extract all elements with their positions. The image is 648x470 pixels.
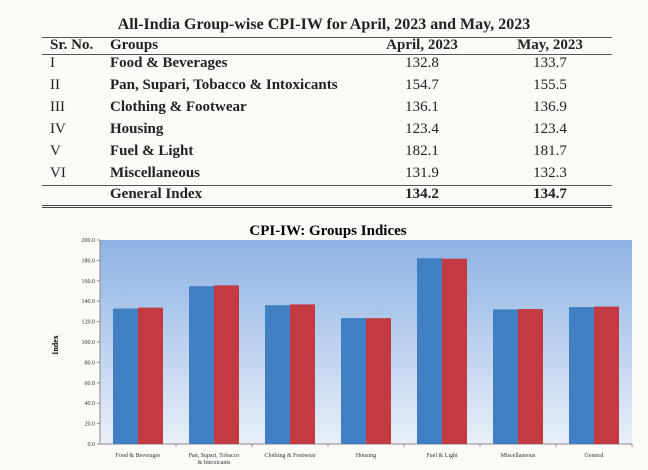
bar-chart: CPI-IW: Groups Indices Index 0.0 20.0 40.0…	[51, 223, 633, 466]
y-tick-label: 80.0	[85, 360, 96, 366]
y-tick-label: 140.0	[82, 299, 96, 305]
header-may: May, 2023	[517, 37, 583, 53]
bar-april	[417, 258, 442, 444]
header-april: April, 2023	[386, 37, 458, 53]
cell-april: 136.1	[405, 99, 439, 115]
chart-title: CPI-IW: Groups Indices	[249, 223, 406, 239]
table-row: I Food & Beverages 132.8 133.7	[42, 55, 612, 77]
header-sr: Sr. No.	[50, 37, 94, 53]
x-tick-label: Fuel & Light	[426, 453, 458, 459]
y-tick-label: 20.0	[85, 422, 96, 428]
y-tick-label: 160.0	[82, 279, 96, 285]
y-tick-label: 0.0	[88, 442, 96, 448]
bar-april	[265, 305, 290, 444]
table-header: Sr. No. Groups April, 2023 May, 2023	[42, 37, 612, 59]
cell-sr: II	[50, 77, 60, 93]
bar-april	[493, 309, 518, 444]
cell-group: Fuel & Light	[110, 143, 194, 159]
y-tick-label: 180.0	[82, 258, 96, 264]
y-tick-label: 200.0	[82, 238, 96, 244]
cell-may: 132.3	[533, 165, 567, 181]
cell-april: 182.1	[405, 143, 439, 159]
divider	[42, 54, 612, 55]
cell-may: 123.4	[533, 121, 567, 137]
x-tick-label: General	[585, 453, 604, 459]
bar-april	[189, 286, 214, 444]
cell-april: 131.9	[405, 165, 439, 181]
cell-sr: IV	[50, 121, 66, 137]
cell-sr: V	[50, 143, 61, 159]
bar-may	[518, 309, 543, 444]
divider	[42, 185, 612, 186]
x-tick-label: Miscellaneous	[501, 453, 536, 459]
y-tick-label: 100.0	[82, 340, 96, 346]
bar-may	[442, 258, 467, 444]
cell-april: 132.8	[405, 55, 439, 71]
x-tick-label: Clothing & Footwear	[264, 453, 315, 459]
cell-group: Miscellaneous	[110, 165, 200, 181]
table-row-total: General Index 134.2 134.7	[42, 186, 612, 208]
table-row: VI Miscellaneous 131.9 132.3	[42, 165, 612, 187]
cell-may: 155.5	[533, 77, 567, 93]
table-title: All-India Group-wise CPI-IW for April, 2…	[117, 16, 531, 33]
x-tick-label: Food & Beverages	[116, 453, 162, 459]
cell-sr: I	[50, 55, 55, 71]
divider	[42, 205, 612, 208]
cell-sr: III	[50, 99, 65, 115]
bar-april	[113, 308, 138, 444]
table-row: III Clothing & Footwear 136.1 136.9	[42, 99, 612, 121]
bar-may	[290, 304, 315, 444]
cell-april: 123.4	[405, 121, 439, 137]
cell-may: 136.9	[533, 99, 567, 115]
table-row: IV Housing 123.4 123.4	[42, 121, 612, 143]
header-groups: Groups	[110, 37, 159, 53]
x-tick-label: & Intoxicants	[198, 460, 231, 466]
cell-april: 134.2	[405, 186, 439, 202]
table-row: V Fuel & Light 182.1 181.7	[42, 143, 612, 165]
cell-group: Housing	[110, 121, 164, 137]
cell-group: Food & Beverages	[110, 55, 228, 71]
y-axis-label: Index	[51, 335, 60, 355]
y-tick-label: 120.0	[82, 320, 96, 326]
cell-group: Clothing & Footwear	[110, 99, 247, 115]
cell-may: 134.7	[533, 186, 567, 202]
bar-april	[569, 307, 594, 444]
bar-may	[214, 285, 239, 444]
bar-may	[138, 307, 163, 444]
cell-sr: VI	[50, 165, 66, 181]
table-row: II Pan, Supari, Tobacco & Intoxicants 154.…	[42, 77, 612, 99]
y-tick-label: 60.0	[85, 381, 96, 387]
divider	[42, 37, 612, 38]
cell-group: General Index	[110, 186, 203, 202]
y-tick-label: 40.0	[85, 401, 96, 407]
bar-april	[341, 318, 366, 444]
cell-may: 133.7	[533, 55, 567, 71]
cell-april: 154.7	[405, 77, 439, 93]
x-tick-label: Housing	[356, 453, 376, 459]
x-tick-label: Pan, Supari, Tobacco	[189, 453, 240, 459]
bar-may	[594, 306, 619, 444]
cell-group: Pan, Supari, Tobacco & Intoxicants	[110, 77, 338, 93]
cell-may: 181.7	[533, 143, 567, 159]
bar-may	[366, 318, 391, 444]
